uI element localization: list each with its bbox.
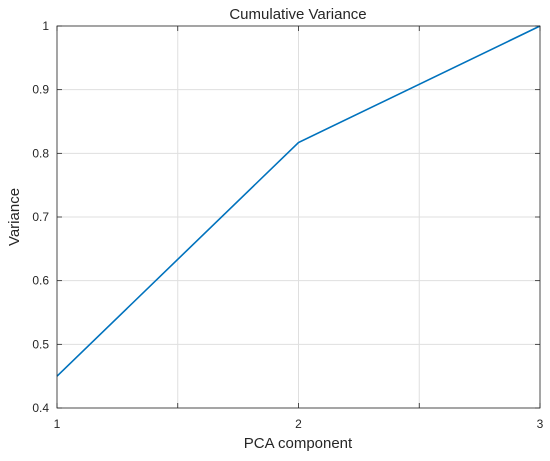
y-tick-label: 0.7	[32, 210, 49, 224]
series-line	[56, 25, 541, 377]
y-tick-label: 0.8	[32, 146, 49, 160]
y-tick-label: 0.4	[32, 401, 49, 415]
series-group	[56, 25, 541, 377]
y-tick-label: 1	[42, 19, 49, 33]
y-tick-label: 0.5	[32, 337, 49, 351]
x-tick-label: 3	[537, 417, 544, 431]
chart-title: Cumulative Variance	[229, 6, 366, 23]
y-tick-label: 0.9	[32, 83, 49, 97]
ticks: 1 2 3 0.4 0.5 0.6 0.7 0.8 0.9 1	[32, 19, 543, 431]
grid	[56, 25, 541, 409]
x-tick-label: 2	[295, 417, 302, 431]
x-axis-title: PCA component	[244, 435, 353, 452]
x-tick-label: 1	[54, 417, 61, 431]
y-axis-title: Variance	[6, 188, 23, 246]
y-tick-label: 0.6	[32, 274, 49, 288]
